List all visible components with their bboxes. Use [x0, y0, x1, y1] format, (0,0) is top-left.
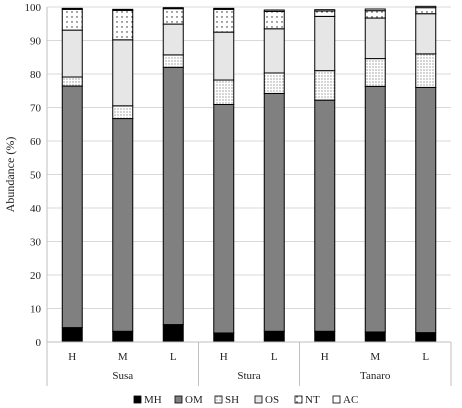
bar-segment-om [415, 86, 437, 334]
bar-segment-om [314, 99, 336, 332]
bar-segment-os [364, 17, 386, 60]
bar-segment-mh [364, 331, 386, 343]
bar-segment-sh [364, 58, 386, 87]
x-category-label: H [321, 351, 329, 363]
y-axis-tick-labels: 0 10 20 30 40 50 60 70 80 90 100 [25, 2, 42, 349]
y-tick-label: 90 [30, 36, 42, 48]
x-category-label: M [370, 351, 380, 363]
legend-swatch-ac [332, 395, 341, 404]
bar-segment-mh [314, 330, 336, 343]
bar-segment-om [263, 92, 285, 332]
bar-segment-sh [263, 72, 285, 94]
bar-segment-nt [61, 8, 83, 31]
y-tick-label: 0 [36, 337, 42, 349]
bar-segment-nt [112, 9, 134, 41]
bar-segment-ac [61, 7, 83, 10]
legend-label-os: OS [265, 394, 279, 406]
bar-segment-nt [213, 8, 235, 33]
legend-swatch-mh [133, 395, 142, 404]
bar-segment-nt [314, 10, 336, 17]
bar-segment-nt [364, 10, 386, 19]
bar-segment-mh [61, 327, 83, 343]
bar-segment-om [213, 103, 235, 334]
bar-segment-nt [263, 10, 285, 30]
bar-segment-os [314, 15, 336, 72]
legend-swatch-os [254, 395, 263, 404]
y-tick-label: 40 [30, 203, 42, 215]
bar-segment-sh [112, 105, 134, 120]
bar-segment-sh [61, 76, 83, 87]
y-tick-label: 100 [25, 2, 42, 14]
y-axis-label: Abundance (%) [3, 137, 17, 213]
y-tick-label: 70 [30, 103, 42, 115]
x-group-label: Tanaro [360, 370, 391, 382]
bar-segment-ac [213, 7, 235, 10]
x-category-label: L [271, 351, 278, 363]
y-tick-label: 20 [30, 270, 42, 282]
x-group-label: Susa [112, 370, 133, 382]
x-category-label: H [220, 351, 228, 363]
legend-label-mh: MH [144, 394, 162, 406]
bar-segment-om [61, 85, 83, 329]
bar-segment-sh [162, 54, 184, 68]
bar-segment-os [415, 13, 437, 55]
legend-swatch-sh [214, 395, 223, 404]
bar-segment-mh [415, 332, 437, 343]
y-tick-label: 60 [30, 136, 42, 148]
bars [61, 5, 437, 343]
bar-segment-sh [415, 53, 437, 88]
bar-segment-os [263, 28, 285, 74]
bar-segment-ac [364, 8, 386, 12]
bar-segment-om [364, 85, 386, 333]
bar-segment-nt [415, 7, 437, 15]
bar-segment-ac [314, 9, 336, 12]
bar-segment-ac [162, 7, 184, 10]
y-tick-label: 50 [30, 170, 42, 182]
gridlines [47, 6, 451, 309]
bar-segment-ac [415, 5, 437, 9]
x-category-label: L [170, 351, 177, 363]
x-category-label: M [118, 351, 128, 363]
axes [46, 7, 452, 386]
bar-segment-mh [112, 330, 134, 343]
legend-swatch-nt [294, 395, 303, 404]
y-tick-label: 80 [30, 69, 42, 81]
x-group-label: Stura [237, 370, 260, 382]
x-category-label: L [422, 351, 429, 363]
bar-segment-ac [112, 8, 134, 11]
bar-segment-os [112, 39, 134, 107]
legend: MH OM SH OS NT AC [133, 394, 358, 406]
x-axis-group-labels: Susa Stura Tanaro [112, 370, 391, 382]
bar-segment-os [213, 31, 235, 81]
legend-swatch-om [174, 395, 183, 404]
bar-segment-nt [162, 8, 184, 25]
bar-segment-mh [263, 330, 285, 343]
bar-segment-sh [314, 70, 336, 101]
bar-segment-mh [162, 324, 184, 343]
x-category-label: H [68, 351, 76, 363]
bar-segment-mh [213, 332, 235, 343]
y-tick-label: 30 [30, 237, 42, 249]
legend-label-ac: AC [343, 394, 358, 406]
legend-label-nt: NT [305, 394, 320, 406]
bar-segment-om [112, 118, 134, 332]
y-tick-label: 10 [30, 304, 42, 316]
bar-segment-om [162, 66, 184, 326]
bar-segment-os [61, 29, 83, 78]
legend-label-sh: SH [225, 394, 239, 406]
bar-segment-ac [263, 9, 285, 12]
legend-label-om: OM [185, 394, 203, 406]
bar-segment-sh [213, 79, 235, 105]
bar-segment-os [162, 23, 184, 56]
